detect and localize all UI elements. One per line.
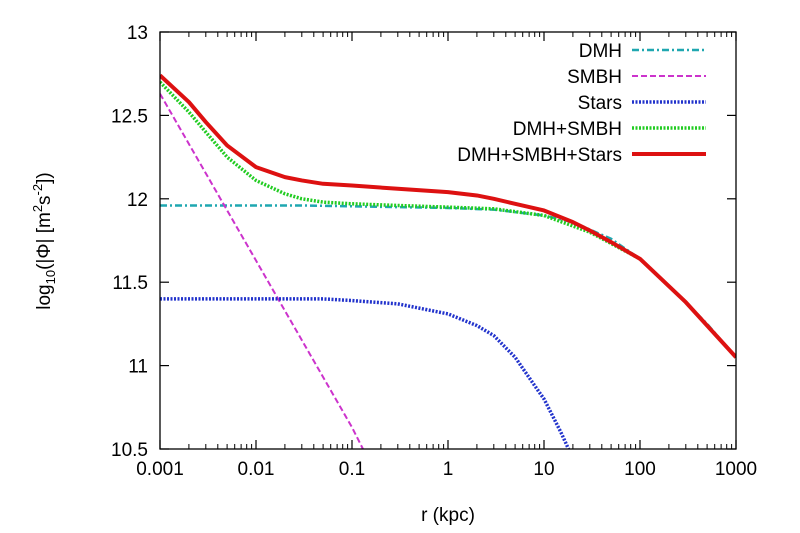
legend-label: Stars	[578, 93, 622, 114]
y-tick-label: 10.5	[111, 440, 148, 461]
x-tick-label: 0.001	[136, 459, 184, 480]
series-line-smbh	[160, 93, 364, 449]
legend-label: DMH+SMBH	[513, 119, 622, 140]
legend-label: SMBH	[567, 67, 622, 88]
y-axis-label-sup2: -2	[30, 184, 45, 196]
y-tick-label: 12.5	[111, 106, 148, 127]
x-tick-label: 0.01	[238, 459, 275, 480]
y-axis-label-body: (|Φ| [m	[34, 212, 55, 270]
series-line-dmh-smbh	[160, 80, 736, 359]
x-tick-label: 100	[624, 459, 656, 480]
x-tick-label: 0.1	[339, 459, 365, 480]
y-tick-label: 11	[128, 357, 148, 378]
x-axis-label: r (kpc)	[421, 505, 475, 526]
y-axis-label-sub: 10	[43, 270, 58, 284]
y-tick-label: 13	[127, 23, 148, 44]
y-axis-label-mid: s	[34, 195, 55, 205]
ticks-layer: 0.001 0.01 0.1 1 10 100 1000 10.5 11 11.5 12 12.5 13	[111, 23, 757, 480]
legend-label: DMH+SMBH+Stars	[457, 145, 622, 166]
plot-frame	[159, 31, 737, 450]
series-line-dmh	[160, 204, 736, 359]
x-tick-label: 1	[443, 459, 454, 480]
x-tick-label: 1000	[715, 459, 757, 480]
series-line-dmh-smbh-stars	[160, 73, 736, 359]
x-tick-label: 10	[533, 459, 554, 480]
y-axis-label-sup1: 2	[30, 205, 45, 212]
y-tick-label: 11.5	[112, 273, 148, 294]
y-axis-label-prefix: log	[34, 284, 55, 309]
legend: DMH SMBH Stars DMH+SMBH DMH+SMBH+Stars	[457, 41, 706, 166]
y-tick-label: 12	[127, 190, 148, 211]
y-axis-label-end: ])	[34, 172, 55, 184]
series-line-stars	[160, 297, 571, 449]
y-axis-label: log10(|Φ| [m2s-2])	[30, 172, 58, 309]
series-layer	[160, 73, 736, 449]
legend-label: DMH	[579, 41, 622, 62]
